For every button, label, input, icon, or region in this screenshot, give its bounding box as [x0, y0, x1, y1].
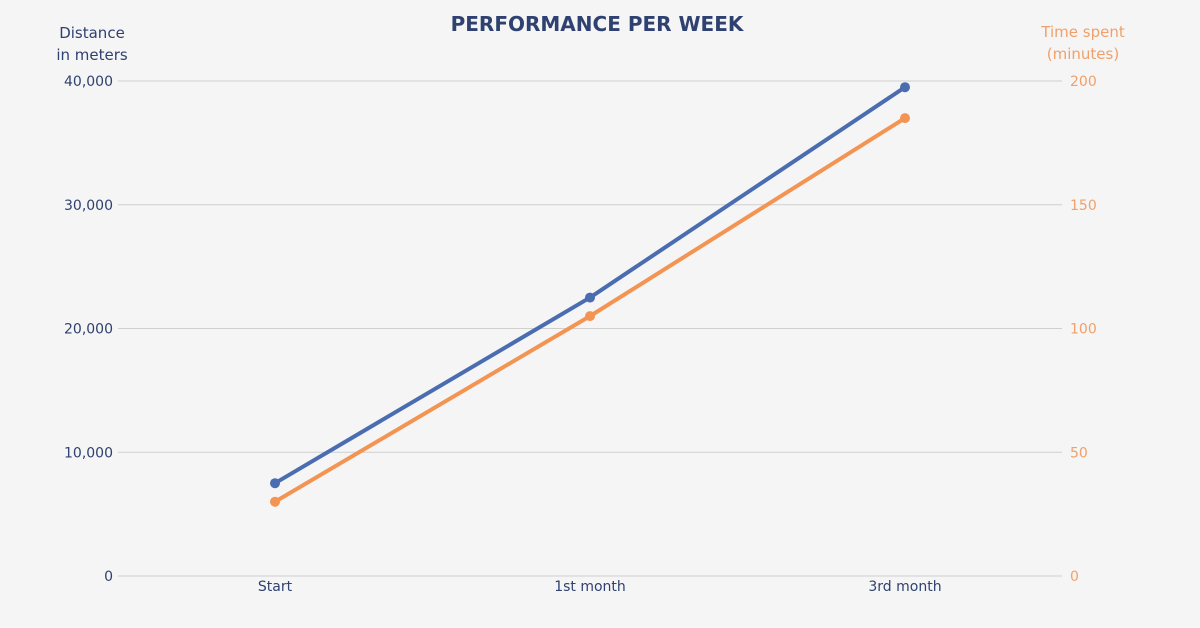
series-line-2: [273, 116, 907, 504]
right-tick-label: 50: [1070, 445, 1088, 461]
x-tick-label: Start: [258, 579, 293, 595]
left-axis-title: in meters: [56, 46, 128, 64]
series-layer: [270, 82, 910, 507]
series-1-point: [270, 478, 280, 489]
left-y-axis: 0 10,000 20,000 30,000 40,000 Distance in mete…: [56, 24, 128, 585]
right-tick-label: 150: [1070, 198, 1097, 214]
right-tick-label: 200: [1070, 74, 1097, 90]
series-2-point: [900, 113, 910, 124]
right-tick-label: 0: [1070, 569, 1079, 585]
right-axis-title: Time spent: [1040, 23, 1125, 41]
right-tick-label: 100: [1070, 322, 1097, 338]
left-tick-label: 10,000: [64, 445, 113, 461]
left-axis-title: Distance: [59, 24, 125, 42]
left-tick-label: 0: [104, 569, 113, 585]
grid: [118, 80, 1062, 577]
right-y-axis: 0 50 100 150 200 Time spent (minutes): [1040, 23, 1125, 585]
series-2-point: [585, 311, 595, 322]
series-2-point: [270, 496, 280, 507]
series-line-1: [273, 85, 907, 486]
left-tick-label: 30,000: [64, 198, 113, 214]
right-axis-title: (minutes): [1047, 45, 1119, 63]
x-axis: Start 1st month 3rd month: [258, 579, 942, 595]
left-tick-label: 40,000: [64, 74, 113, 90]
series-1-point: [585, 292, 595, 303]
x-tick-label: 3rd month: [868, 579, 941, 595]
x-tick-label: 1st month: [554, 579, 626, 595]
series-1-point: [900, 82, 910, 93]
chart-title: PERFORMANCE PER WEEK: [451, 12, 745, 36]
left-tick-label: 20,000: [64, 322, 113, 338]
